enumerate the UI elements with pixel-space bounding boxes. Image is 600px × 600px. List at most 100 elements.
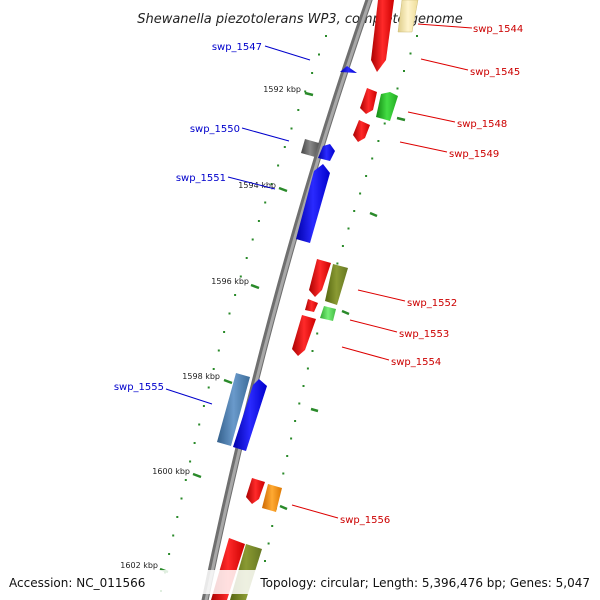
- tick-1600: 1600 kbp: [152, 467, 202, 479]
- gene-label-swp_1545[interactable]: swp_1545: [470, 67, 520, 78]
- tick-dot: [277, 164, 280, 167]
- tick-label-1592: 1592 kbp: [263, 85, 301, 94]
- tick-dot: [353, 210, 356, 212]
- tick-dot: [286, 455, 289, 457]
- tick-1596: 1596 kbp: [211, 277, 260, 290]
- tick-dot: [283, 146, 286, 148]
- tick-dot: [304, 90, 307, 93]
- tick-dot: [267, 542, 270, 545]
- gene-swp_1556[interactable]: [262, 484, 282, 512]
- gene-label-swp_1552[interactable]: swp_1552: [407, 298, 457, 309]
- tick-dot: [239, 275, 242, 278]
- gene-swp_1549[interactable]: [353, 120, 370, 142]
- tick-dot: [416, 35, 418, 37]
- gene-swp_1548b[interactable]: [360, 88, 377, 114]
- gene-label-swp_1547[interactable]: swp_1547: [212, 42, 262, 53]
- tick-dot: [365, 175, 368, 177]
- tick-dot: [383, 122, 386, 125]
- tick-dot: [257, 220, 260, 222]
- tick-1598: 1598 kbp: [182, 372, 233, 385]
- gene-swp_1555[interactable]: [217, 373, 250, 446]
- gene-label-swp_1554[interactable]: swp_1554: [391, 357, 441, 368]
- tick-1594: 1594 kbp: [238, 181, 288, 193]
- gene-label-swp_1550[interactable]: swp_1550: [190, 124, 240, 135]
- tick-dot: [318, 53, 320, 56]
- tick-dot: [270, 183, 273, 185]
- gene-swp_1553[interactable]: [320, 306, 336, 321]
- tick-dot: [359, 192, 362, 195]
- gene-swp_1554[interactable]: [292, 315, 316, 356]
- gene-swp_1550[interactable]: [301, 139, 319, 157]
- tick-dot: [306, 367, 309, 370]
- tick-label-1602: 1602 kbp: [120, 561, 158, 570]
- gene-swp_1556b[interactable]: [246, 478, 265, 504]
- gene-label-swp_1548[interactable]: swp_1548: [457, 119, 507, 130]
- tick-1592: 1592 kbp: [263, 85, 314, 97]
- tick-dot: [336, 262, 339, 265]
- tick-dot: [184, 479, 187, 481]
- tick-dot: [180, 497, 183, 500]
- footer-background: [0, 570, 600, 594]
- tick-dot: [341, 245, 344, 247]
- gene-swp_1545[interactable]: [371, 0, 394, 72]
- tick-label-1600: 1600 kbp: [152, 467, 190, 476]
- tick-dot: [189, 460, 192, 463]
- tick-dot: [282, 472, 285, 475]
- tick-dot: [325, 35, 327, 37]
- tick-label-1596: 1596 kbp: [211, 277, 249, 286]
- gene-label-swp_1549[interactable]: swp_1549: [449, 149, 499, 160]
- tick-dot: [264, 201, 267, 204]
- tick-dot: [302, 385, 305, 387]
- tick-dot: [264, 560, 266, 562]
- tick-dot: [297, 109, 300, 111]
- gene-swp_1550b[interactable]: [318, 144, 335, 161]
- tick-dot: [271, 525, 274, 527]
- tick-dot: [347, 227, 350, 230]
- gene-swp_1548[interactable]: [376, 92, 398, 121]
- tick-dot: [234, 294, 237, 296]
- tick-dot: [228, 312, 231, 315]
- tick-dot: [168, 553, 171, 555]
- genome-backbone-highlight: [204, 0, 372, 600]
- tick-dot: [377, 140, 380, 142]
- gene-swp_1555b[interactable]: [233, 379, 267, 451]
- tick-dot: [290, 127, 293, 130]
- tick-dots: [160, 35, 418, 592]
- tick-dot: [294, 420, 297, 422]
- tick-dot: [409, 52, 412, 55]
- tick-dot: [245, 257, 248, 259]
- tick-label-1598: 1598 kbp: [182, 372, 220, 381]
- tick-dot: [193, 442, 196, 444]
- gene-label-swp_1553[interactable]: swp_1553: [399, 329, 449, 340]
- tick-dot: [396, 87, 399, 90]
- accession-text: Accession: NC_011566: [9, 576, 145, 590]
- tick-dot: [212, 368, 215, 370]
- tick-dot: [223, 331, 226, 333]
- gene-label-swp_1556[interactable]: swp_1556: [340, 515, 390, 526]
- tick-dot: [311, 72, 314, 74]
- leader-lines: [165, 23, 473, 519]
- tick-dot: [172, 534, 175, 537]
- tick-dot: [176, 516, 179, 518]
- gene-swp_1552[interactable]: [325, 264, 348, 305]
- tick-dot: [371, 157, 374, 160]
- tick-dot: [311, 350, 314, 352]
- gene-label-swp_1551[interactable]: swp_1551: [176, 173, 226, 184]
- tick-dot: [202, 405, 205, 407]
- genome-summary-text: Topology: circular; Length: 5,396,476 bp…: [259, 576, 590, 590]
- gene-label-swp_1555[interactable]: swp_1555: [114, 382, 164, 393]
- gene-swp_1552b[interactable]: [309, 259, 331, 297]
- tick-dot: [217, 349, 220, 352]
- inner-ticks: [279, 116, 406, 511]
- tick-dot: [316, 332, 319, 335]
- gene-swp_1547[interactable]: [340, 66, 357, 73]
- gene-swp_1551[interactable]: [296, 164, 330, 243]
- gene-swp_1544[interactable]: [397, 0, 419, 33]
- gene-swp_1553b[interactable]: [305, 299, 318, 312]
- tick-dot: [198, 423, 201, 426]
- tick-dot: [290, 437, 293, 440]
- gene-label-swp_1544[interactable]: swp_1544: [473, 24, 523, 35]
- tick-label-1594: 1594 kbp: [238, 181, 276, 190]
- tick-dot: [298, 402, 301, 405]
